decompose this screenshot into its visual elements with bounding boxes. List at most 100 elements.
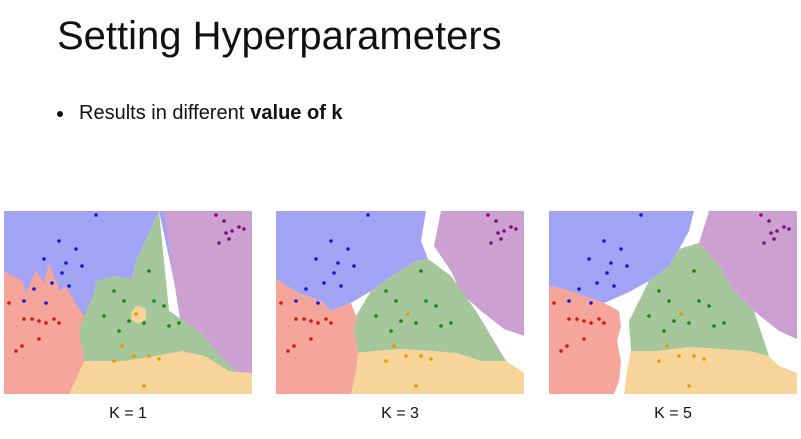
purple-point — [227, 237, 231, 241]
decision-boundary-k5 — [549, 211, 797, 394]
green-point — [707, 304, 711, 308]
green-point — [667, 299, 671, 303]
orange-point — [702, 357, 706, 361]
red-point — [589, 321, 593, 325]
purple-point — [772, 237, 776, 241]
caption-k5: K = 5 — [654, 405, 692, 422]
green-point — [389, 329, 393, 333]
red-point — [552, 301, 556, 305]
green-point — [647, 314, 651, 318]
red-point — [286, 349, 290, 353]
purple-point — [509, 225, 513, 229]
blue-point — [60, 271, 64, 275]
orange-point — [384, 359, 388, 363]
orange-point — [406, 312, 410, 316]
green-point — [692, 269, 696, 273]
orange-point — [687, 384, 691, 388]
red-point — [582, 319, 586, 323]
green-point — [142, 321, 146, 325]
red-point — [559, 349, 563, 353]
red-point — [324, 317, 328, 321]
decision-boundary-k3 — [276, 211, 524, 394]
green-region — [354, 259, 506, 361]
green-point — [697, 299, 701, 303]
green-point — [152, 299, 156, 303]
blue-point — [589, 301, 593, 305]
orange-island — [131, 305, 146, 324]
purple-point — [769, 231, 773, 235]
blue-point — [619, 247, 623, 251]
green-point — [384, 289, 388, 293]
blue-point — [322, 281, 326, 285]
blue-point — [336, 261, 340, 265]
green-point — [439, 324, 443, 328]
blue-point — [602, 239, 606, 243]
blue-point — [294, 299, 298, 303]
green-point — [662, 329, 666, 333]
red-point — [7, 301, 11, 305]
green-point — [419, 269, 423, 273]
red-point — [57, 321, 61, 325]
green-point — [712, 324, 716, 328]
orange-point — [147, 354, 151, 358]
bullet-bold-text: value of k — [250, 102, 343, 124]
red-point — [575, 317, 579, 321]
blue-point — [577, 287, 581, 291]
blue-point — [94, 213, 98, 217]
green-point — [117, 329, 121, 333]
red-point — [37, 319, 41, 323]
purple-point — [489, 241, 493, 245]
blue-point — [329, 239, 333, 243]
blue-point — [67, 284, 71, 288]
purple-point — [230, 229, 234, 233]
orange-point — [134, 312, 138, 316]
purple-point — [502, 229, 506, 233]
green-point — [414, 321, 418, 325]
green-point — [127, 319, 131, 323]
green-point — [122, 299, 126, 303]
red-point — [302, 317, 306, 321]
bullet-point: Results in different value of k — [57, 102, 343, 125]
red-point — [582, 337, 586, 341]
purple-point — [775, 229, 779, 233]
green-point — [687, 321, 691, 325]
blue-point — [57, 239, 61, 243]
blue-point — [50, 281, 54, 285]
blue-region — [276, 211, 428, 311]
red-point — [292, 344, 296, 348]
red-point — [52, 317, 56, 321]
orange-point — [692, 354, 696, 358]
blue-point — [346, 247, 350, 251]
blue-point — [316, 301, 320, 305]
purple-point — [514, 227, 518, 231]
blue-point — [332, 271, 336, 275]
knn-panel-k1 — [4, 211, 252, 394]
red-point — [329, 321, 333, 325]
red-point — [316, 321, 320, 325]
purple-point — [787, 227, 791, 231]
blue-point — [612, 284, 616, 288]
red-point — [567, 317, 571, 321]
orange-point — [112, 359, 116, 363]
points-k1 — [7, 213, 246, 388]
green-point — [722, 321, 726, 325]
red-point — [597, 317, 601, 321]
red-point — [602, 321, 606, 325]
orange-point — [679, 312, 683, 316]
orange-point — [414, 384, 418, 388]
purple-point — [782, 225, 786, 229]
blue-point — [366, 213, 370, 217]
caption-k3: K = 3 — [381, 405, 419, 422]
blue-point — [32, 287, 36, 291]
bullet-marker — [57, 110, 63, 117]
purple-point — [494, 219, 498, 223]
purple-point — [237, 225, 241, 229]
blue-region — [549, 211, 694, 303]
purple-point — [499, 237, 503, 241]
orange-point — [392, 344, 396, 348]
green-point — [162, 304, 166, 308]
red-point — [14, 349, 18, 353]
blue-point — [42, 257, 46, 261]
blue-point — [587, 257, 591, 261]
purple-point — [496, 231, 500, 235]
